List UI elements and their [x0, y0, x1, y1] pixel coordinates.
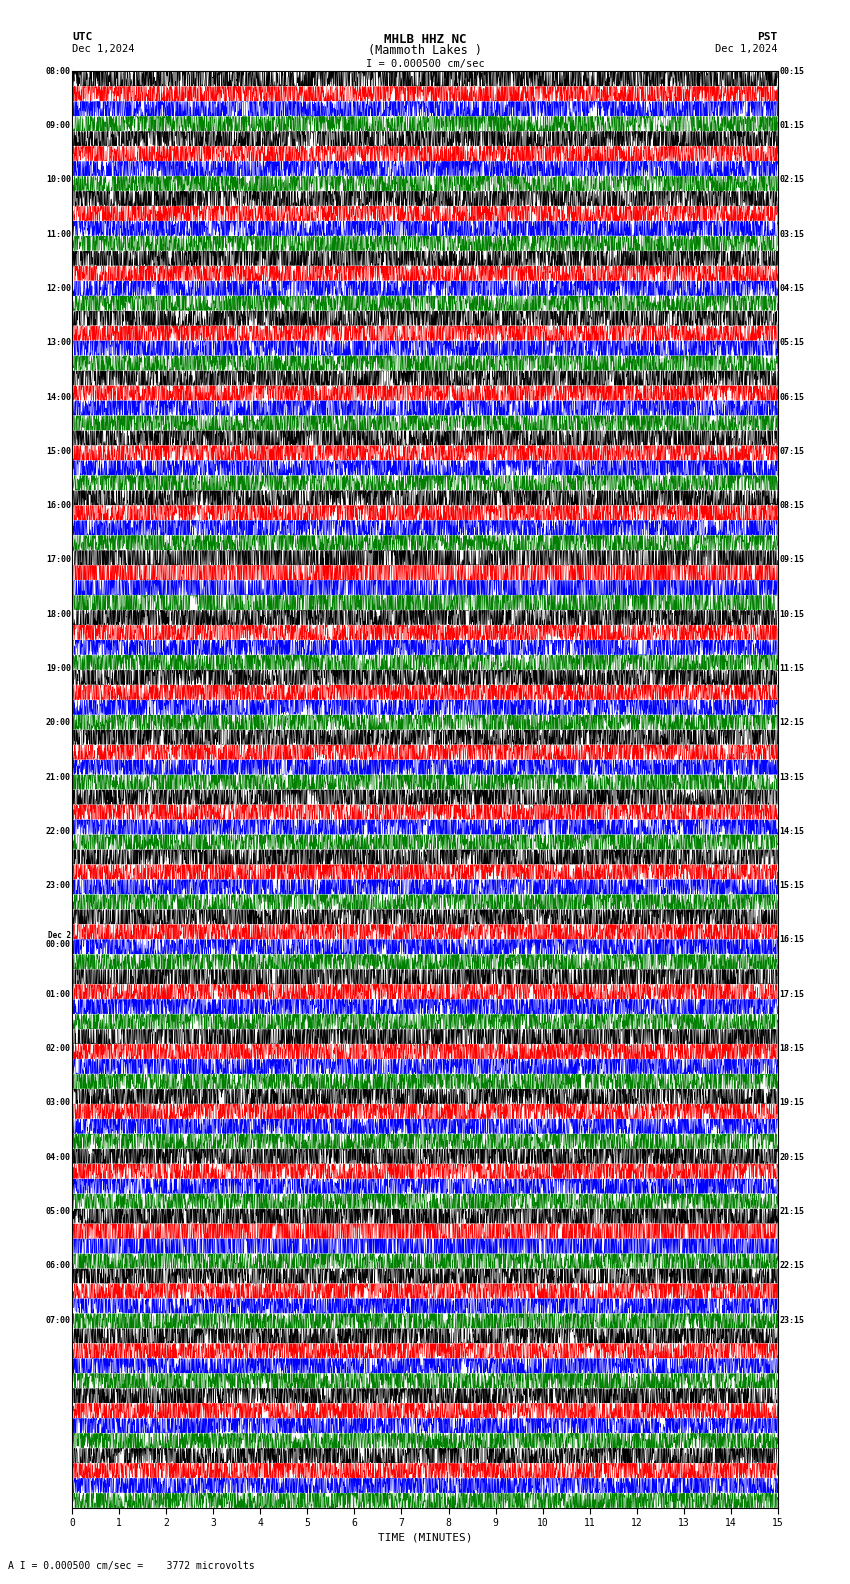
Text: 18:15: 18:15 — [779, 1044, 804, 1053]
Text: MHLB HHZ NC: MHLB HHZ NC — [383, 33, 467, 46]
Text: 01:00: 01:00 — [46, 990, 71, 1000]
Text: 05:00: 05:00 — [46, 1207, 71, 1217]
Text: 12:00: 12:00 — [46, 284, 71, 293]
Text: Dec 2: Dec 2 — [48, 931, 71, 939]
Text: 22:15: 22:15 — [779, 1261, 804, 1270]
Text: 19:00: 19:00 — [46, 664, 71, 673]
Text: 08:00: 08:00 — [46, 67, 71, 76]
Text: UTC: UTC — [72, 32, 93, 41]
Text: 14:00: 14:00 — [46, 393, 71, 402]
Text: 11:00: 11:00 — [46, 230, 71, 239]
Text: 02:00: 02:00 — [46, 1044, 71, 1053]
Text: 07:00: 07:00 — [46, 1316, 71, 1324]
Text: 18:00: 18:00 — [46, 610, 71, 619]
Text: 23:00: 23:00 — [46, 881, 71, 890]
Text: 03:15: 03:15 — [779, 230, 804, 239]
X-axis label: TIME (MINUTES): TIME (MINUTES) — [377, 1533, 473, 1543]
Text: 21:00: 21:00 — [46, 773, 71, 781]
Text: 06:00: 06:00 — [46, 1261, 71, 1270]
Text: 11:15: 11:15 — [779, 664, 804, 673]
Text: 10:00: 10:00 — [46, 176, 71, 184]
Text: A I = 0.000500 cm/sec =    3772 microvolts: A I = 0.000500 cm/sec = 3772 microvolts — [8, 1562, 255, 1571]
Text: 03:00: 03:00 — [46, 1098, 71, 1107]
Text: Dec 1,2024: Dec 1,2024 — [715, 44, 778, 54]
Text: PST: PST — [757, 32, 778, 41]
Text: 05:15: 05:15 — [779, 339, 804, 347]
Text: 19:15: 19:15 — [779, 1098, 804, 1107]
Text: 10:15: 10:15 — [779, 610, 804, 619]
Text: 04:00: 04:00 — [46, 1153, 71, 1161]
Text: 14:15: 14:15 — [779, 827, 804, 836]
Text: 07:15: 07:15 — [779, 447, 804, 456]
Text: 20:00: 20:00 — [46, 718, 71, 727]
Text: I = 0.000500 cm/sec: I = 0.000500 cm/sec — [366, 59, 484, 68]
Text: 16:15: 16:15 — [779, 936, 804, 944]
Text: 01:15: 01:15 — [779, 120, 804, 130]
Text: 09:15: 09:15 — [779, 556, 804, 564]
Text: 22:00: 22:00 — [46, 827, 71, 836]
Text: 20:15: 20:15 — [779, 1153, 804, 1161]
Text: Dec 1,2024: Dec 1,2024 — [72, 44, 135, 54]
Text: 23:15: 23:15 — [779, 1316, 804, 1324]
Text: 13:00: 13:00 — [46, 339, 71, 347]
Text: 02:15: 02:15 — [779, 176, 804, 184]
Text: 00:00: 00:00 — [46, 939, 71, 949]
Text: 15:00: 15:00 — [46, 447, 71, 456]
Text: 13:15: 13:15 — [779, 773, 804, 781]
Text: 17:15: 17:15 — [779, 990, 804, 1000]
Text: (Mammoth Lakes ): (Mammoth Lakes ) — [368, 44, 482, 57]
Text: 16:00: 16:00 — [46, 501, 71, 510]
Text: 08:15: 08:15 — [779, 501, 804, 510]
Text: 15:15: 15:15 — [779, 881, 804, 890]
Text: 04:15: 04:15 — [779, 284, 804, 293]
Text: 21:15: 21:15 — [779, 1207, 804, 1217]
Text: 00:15: 00:15 — [779, 67, 804, 76]
Text: 17:00: 17:00 — [46, 556, 71, 564]
Text: 09:00: 09:00 — [46, 120, 71, 130]
Text: 06:15: 06:15 — [779, 393, 804, 402]
Text: 12:15: 12:15 — [779, 718, 804, 727]
